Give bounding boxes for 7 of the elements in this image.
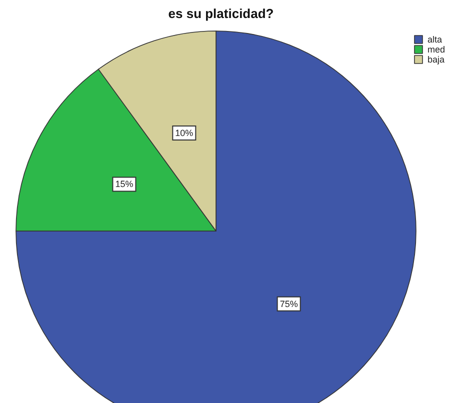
data-label: 15% <box>115 179 134 190</box>
data-label: 10% <box>175 128 194 138</box>
legend-label: med <box>427 44 446 54</box>
chart-title: es su platicidad? <box>168 6 274 21</box>
data-label: 75% <box>280 298 298 309</box>
legend-label: alta <box>427 34 442 44</box>
legend-label: baja <box>427 54 445 64</box>
